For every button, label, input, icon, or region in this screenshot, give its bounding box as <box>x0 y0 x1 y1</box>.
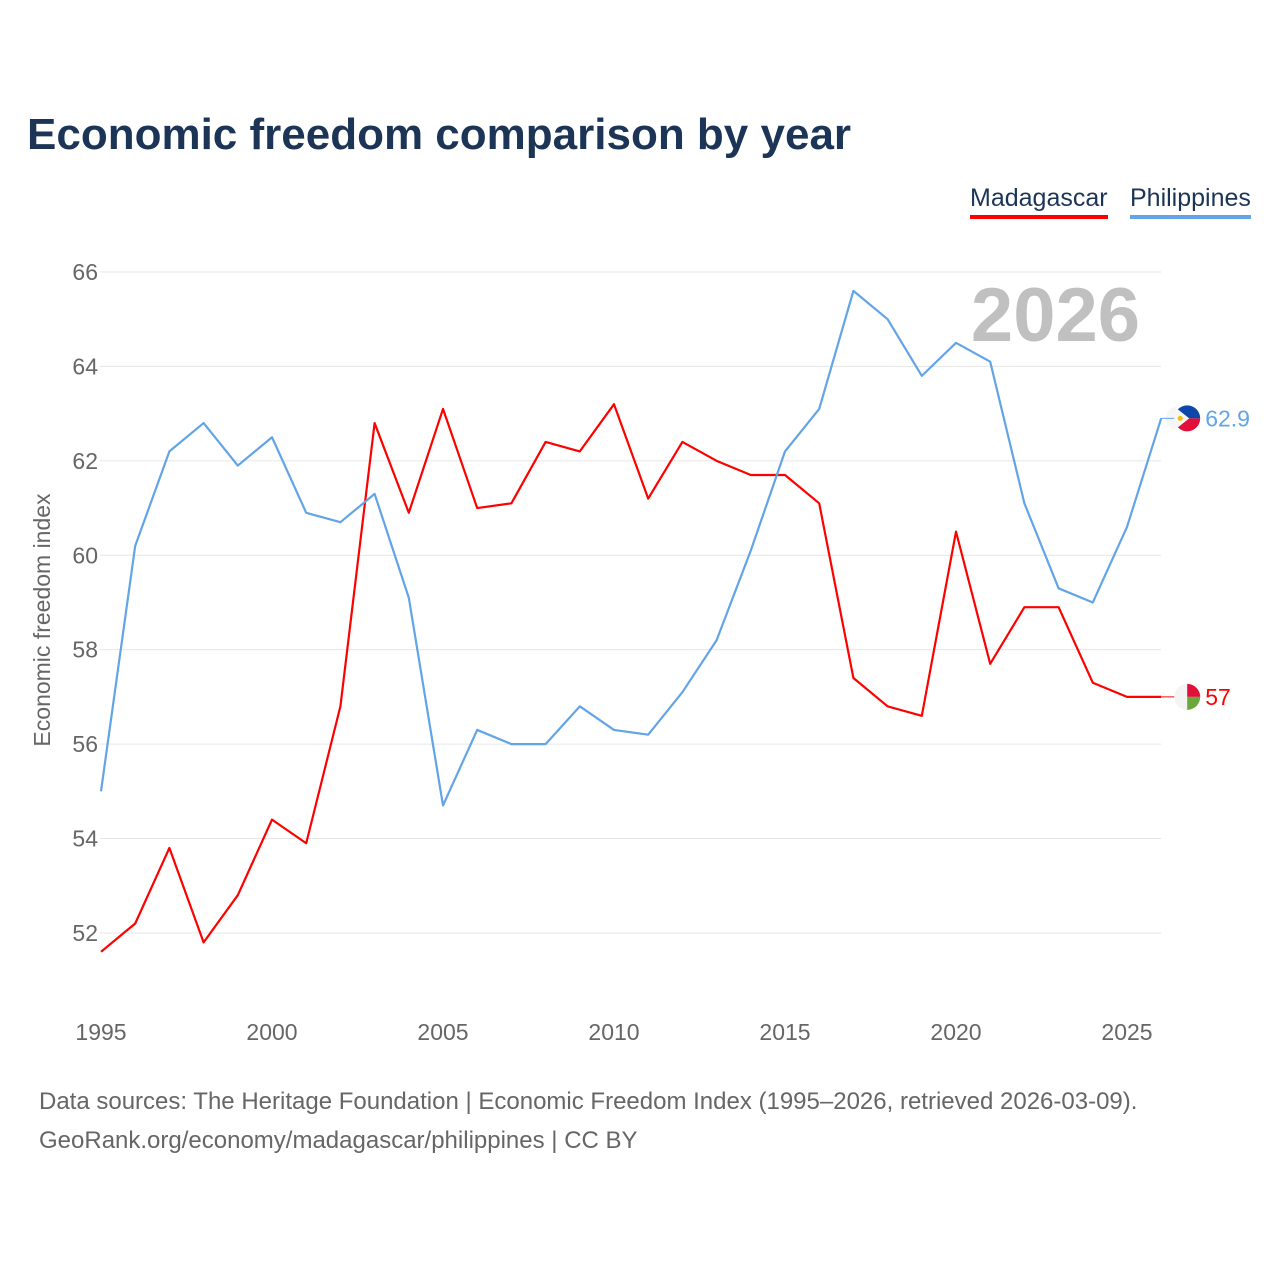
x-tick-label: 2025 <box>1101 1019 1152 1045</box>
y-tick-label: 54 <box>72 826 98 852</box>
legend-philippines[interactable]: Philippines <box>1130 184 1251 219</box>
y-axis-label: Economic freedom index <box>29 493 55 747</box>
x-tick-label: 2010 <box>588 1019 639 1045</box>
series-line-madagascar <box>100 403 1162 953</box>
x-tick-label: 1995 <box>75 1019 126 1045</box>
x-tick-label: 2015 <box>759 1019 810 1045</box>
legend-madagascar[interactable]: Madagascar <box>970 184 1108 219</box>
footer-sources: Data sources: The Heritage Foundation | … <box>39 1088 1138 1115</box>
end-value-label: 62.9 <box>1205 405 1250 431</box>
y-tick-label: 64 <box>72 353 98 379</box>
series-line-philippines <box>99 289 1163 807</box>
end-value-label: 57 <box>1205 684 1231 710</box>
y-tick-label: 58 <box>72 637 98 663</box>
philippines-flag-icon <box>1166 405 1201 432</box>
y-tick-label: 60 <box>72 542 98 568</box>
chart-title: Economic freedom comparison by year <box>27 110 852 159</box>
y-tick-label: 52 <box>72 920 98 946</box>
x-tick-label: 2005 <box>417 1019 468 1045</box>
y-tick-label: 62 <box>72 448 98 474</box>
x-tick-label: 2000 <box>246 1019 297 1045</box>
x-tick-label: 2020 <box>930 1019 981 1045</box>
madagascar-flag-icon <box>1174 683 1201 710</box>
y-tick-label: 56 <box>72 731 98 757</box>
y-tick-label: 66 <box>72 259 98 285</box>
year-watermark: 2026 <box>971 273 1140 358</box>
footer-attribution: GeoRank.org/economy/madagascar/philippin… <box>39 1127 638 1154</box>
